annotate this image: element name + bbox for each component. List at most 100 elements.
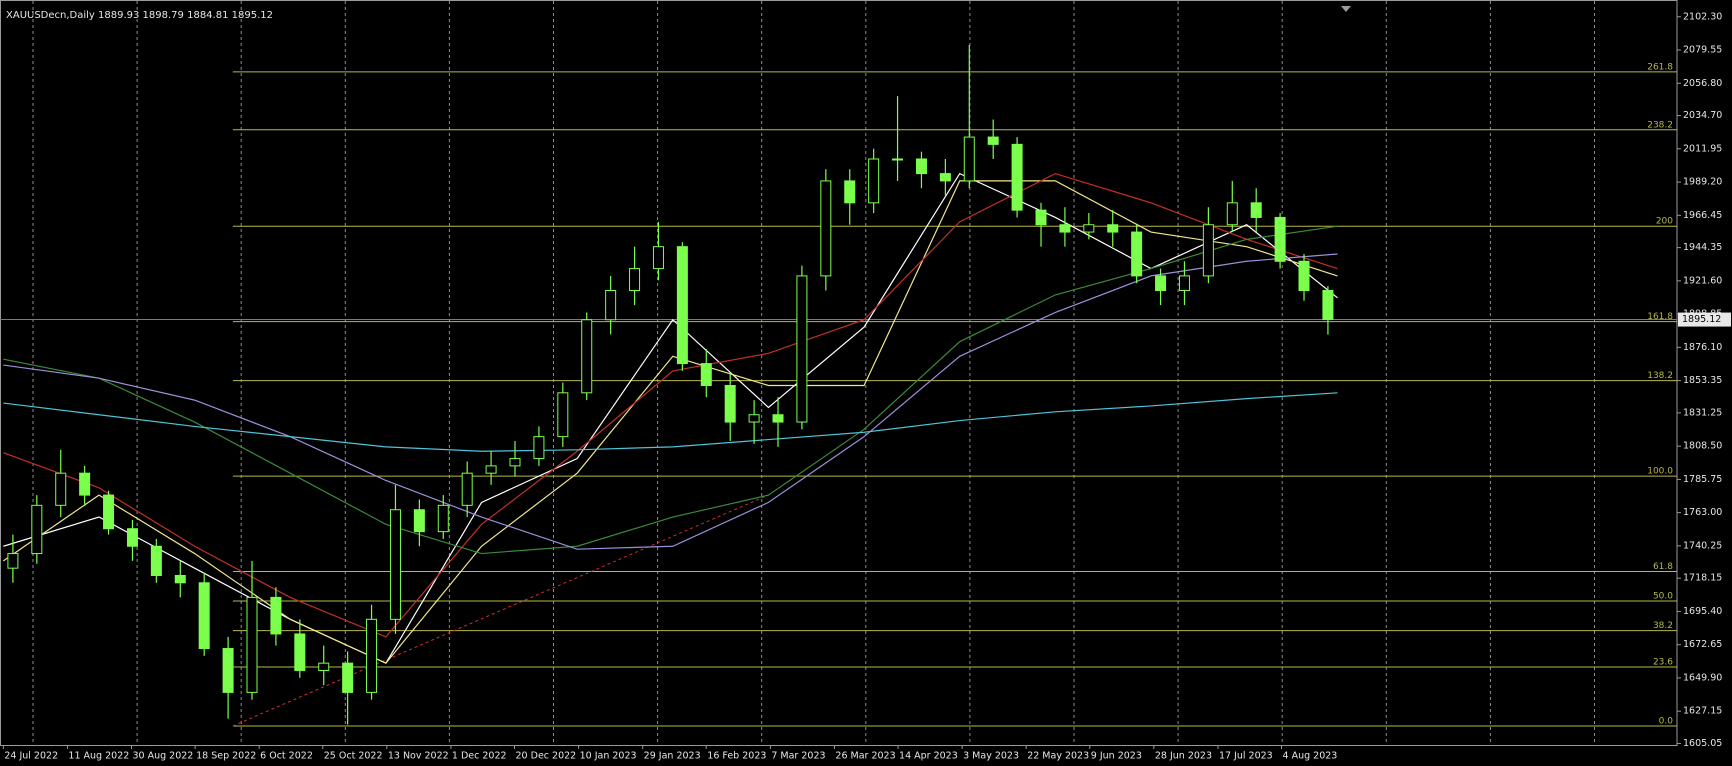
candle-body xyxy=(318,662,330,671)
x-tick-label: 13 Nov 2022 xyxy=(388,751,449,762)
y-tick-label: 1966.45 xyxy=(1683,210,1722,221)
candle-body xyxy=(676,246,688,365)
y-tick-label: 1989.20 xyxy=(1683,177,1722,188)
moving-average xyxy=(3,172,1338,638)
y-tick-label: 1808.50 xyxy=(1683,441,1722,452)
y-tick-label: 2102.30 xyxy=(1683,11,1722,22)
candle-body xyxy=(485,465,497,474)
candle-body xyxy=(342,662,354,693)
candle-body xyxy=(1202,224,1214,277)
candle-body xyxy=(222,648,234,693)
y-tick-label: 1921.60 xyxy=(1683,275,1722,286)
fib-label: 61.8 xyxy=(1653,562,1673,572)
candle-body xyxy=(868,158,880,204)
moving-average xyxy=(3,225,1338,555)
candle-body xyxy=(1322,290,1334,321)
moving-average xyxy=(3,172,1338,664)
x-tick-label: 1 Dec 2022 xyxy=(452,751,507,762)
moving-average xyxy=(3,392,1338,452)
fib-label: 38.2 xyxy=(1653,621,1673,631)
candle-body xyxy=(1107,224,1119,233)
candle-body xyxy=(844,180,856,204)
candle-body xyxy=(772,414,784,423)
x-tick-label: 17 Jul 2023 xyxy=(1219,751,1273,762)
candle-body xyxy=(987,136,999,145)
candle-body xyxy=(1131,231,1143,277)
x-tick-label: 25 Oct 2022 xyxy=(324,751,383,762)
candle-body xyxy=(7,553,19,569)
y-tick-label: 1853.35 xyxy=(1683,375,1722,386)
y-tick-label: 1672.65 xyxy=(1683,639,1722,650)
shift-marker xyxy=(1341,6,1351,12)
candle-body xyxy=(605,290,617,321)
candle-body xyxy=(1298,260,1310,292)
candle-body xyxy=(629,268,641,292)
y-tick-label: 2034.70 xyxy=(1683,110,1722,121)
candle-body xyxy=(246,596,258,693)
y-tick-label: 1876.10 xyxy=(1683,342,1722,353)
x-tick-label: 16 Feb 2023 xyxy=(707,751,766,762)
candle-body xyxy=(294,633,306,671)
candle-body xyxy=(1250,202,1262,218)
x-tick-label: 18 Sep 2022 xyxy=(196,751,256,762)
fib-label: 261.8 xyxy=(1647,62,1673,72)
candle-body xyxy=(198,582,210,650)
x-tick-label: 24 Jul 2022 xyxy=(4,751,58,762)
x-tick-label: 22 May 2023 xyxy=(1027,751,1089,762)
candle-body xyxy=(174,574,186,584)
y-tick-label: 2011.95 xyxy=(1683,143,1722,154)
candle-body xyxy=(79,472,91,496)
candle-body xyxy=(509,458,521,467)
candle-body xyxy=(126,528,138,547)
x-tick-label: 26 Mar 2023 xyxy=(835,751,895,762)
x-tick-label: 11 Aug 2022 xyxy=(68,751,129,762)
x-tick-label: 30 Aug 2022 xyxy=(133,751,194,762)
candle-body xyxy=(103,494,115,530)
candle-body xyxy=(389,509,401,620)
candle-body xyxy=(939,173,951,182)
candle-body xyxy=(1011,143,1023,211)
candle-body xyxy=(461,472,473,506)
x-tick-label: 6 Oct 2022 xyxy=(260,751,313,762)
y-tick-label: 1718.15 xyxy=(1683,573,1722,584)
candle-body xyxy=(366,618,378,693)
x-tick-label: 14 Apr 2023 xyxy=(899,751,958,762)
candle-body xyxy=(1035,209,1047,226)
y-tick-label: 2056.80 xyxy=(1683,78,1722,89)
moving-average xyxy=(3,253,1338,550)
candle-body xyxy=(820,180,832,277)
candle-body xyxy=(437,504,449,533)
fib-label: 200 xyxy=(1656,217,1673,227)
y-tick-label: 1695.40 xyxy=(1683,606,1722,617)
candle-body xyxy=(533,436,545,460)
y-tick-label: 1944.35 xyxy=(1683,242,1722,253)
y-tick-label: 2079.55 xyxy=(1683,45,1722,56)
candle-body xyxy=(1274,216,1286,262)
y-tick-label: 1605.05 xyxy=(1683,738,1722,749)
x-tick-label: 3 May 2023 xyxy=(963,751,1019,762)
fib-label: 50.0 xyxy=(1653,592,1673,602)
candle-body xyxy=(557,392,569,438)
candle-body xyxy=(55,472,67,506)
fib-label: 100.0 xyxy=(1647,467,1673,477)
candle-body xyxy=(270,596,282,635)
x-tick-label: 4 Aug 2023 xyxy=(1283,751,1338,762)
candle-body xyxy=(150,545,162,576)
candle-body xyxy=(1059,224,1071,233)
trendline xyxy=(232,494,769,727)
y-tick-label: 1785.75 xyxy=(1683,474,1722,485)
y-tick-label: 1627.15 xyxy=(1683,706,1722,717)
y-tick-label: 1763.00 xyxy=(1683,507,1722,518)
x-tick-label: 7 Mar 2023 xyxy=(771,751,825,762)
x-tick-label: 9 Jun 2023 xyxy=(1091,751,1142,762)
y-tick-label: 1649.90 xyxy=(1683,672,1722,683)
y-tick-label: 1740.25 xyxy=(1683,540,1722,551)
fib-label: 0.0 xyxy=(1659,717,1674,727)
x-tick-label: 10 Jan 2023 xyxy=(580,751,637,762)
fib-label: 238.2 xyxy=(1647,120,1673,130)
current-price-box xyxy=(1678,312,1731,327)
candle-body xyxy=(724,384,736,423)
candle-body xyxy=(796,275,808,423)
